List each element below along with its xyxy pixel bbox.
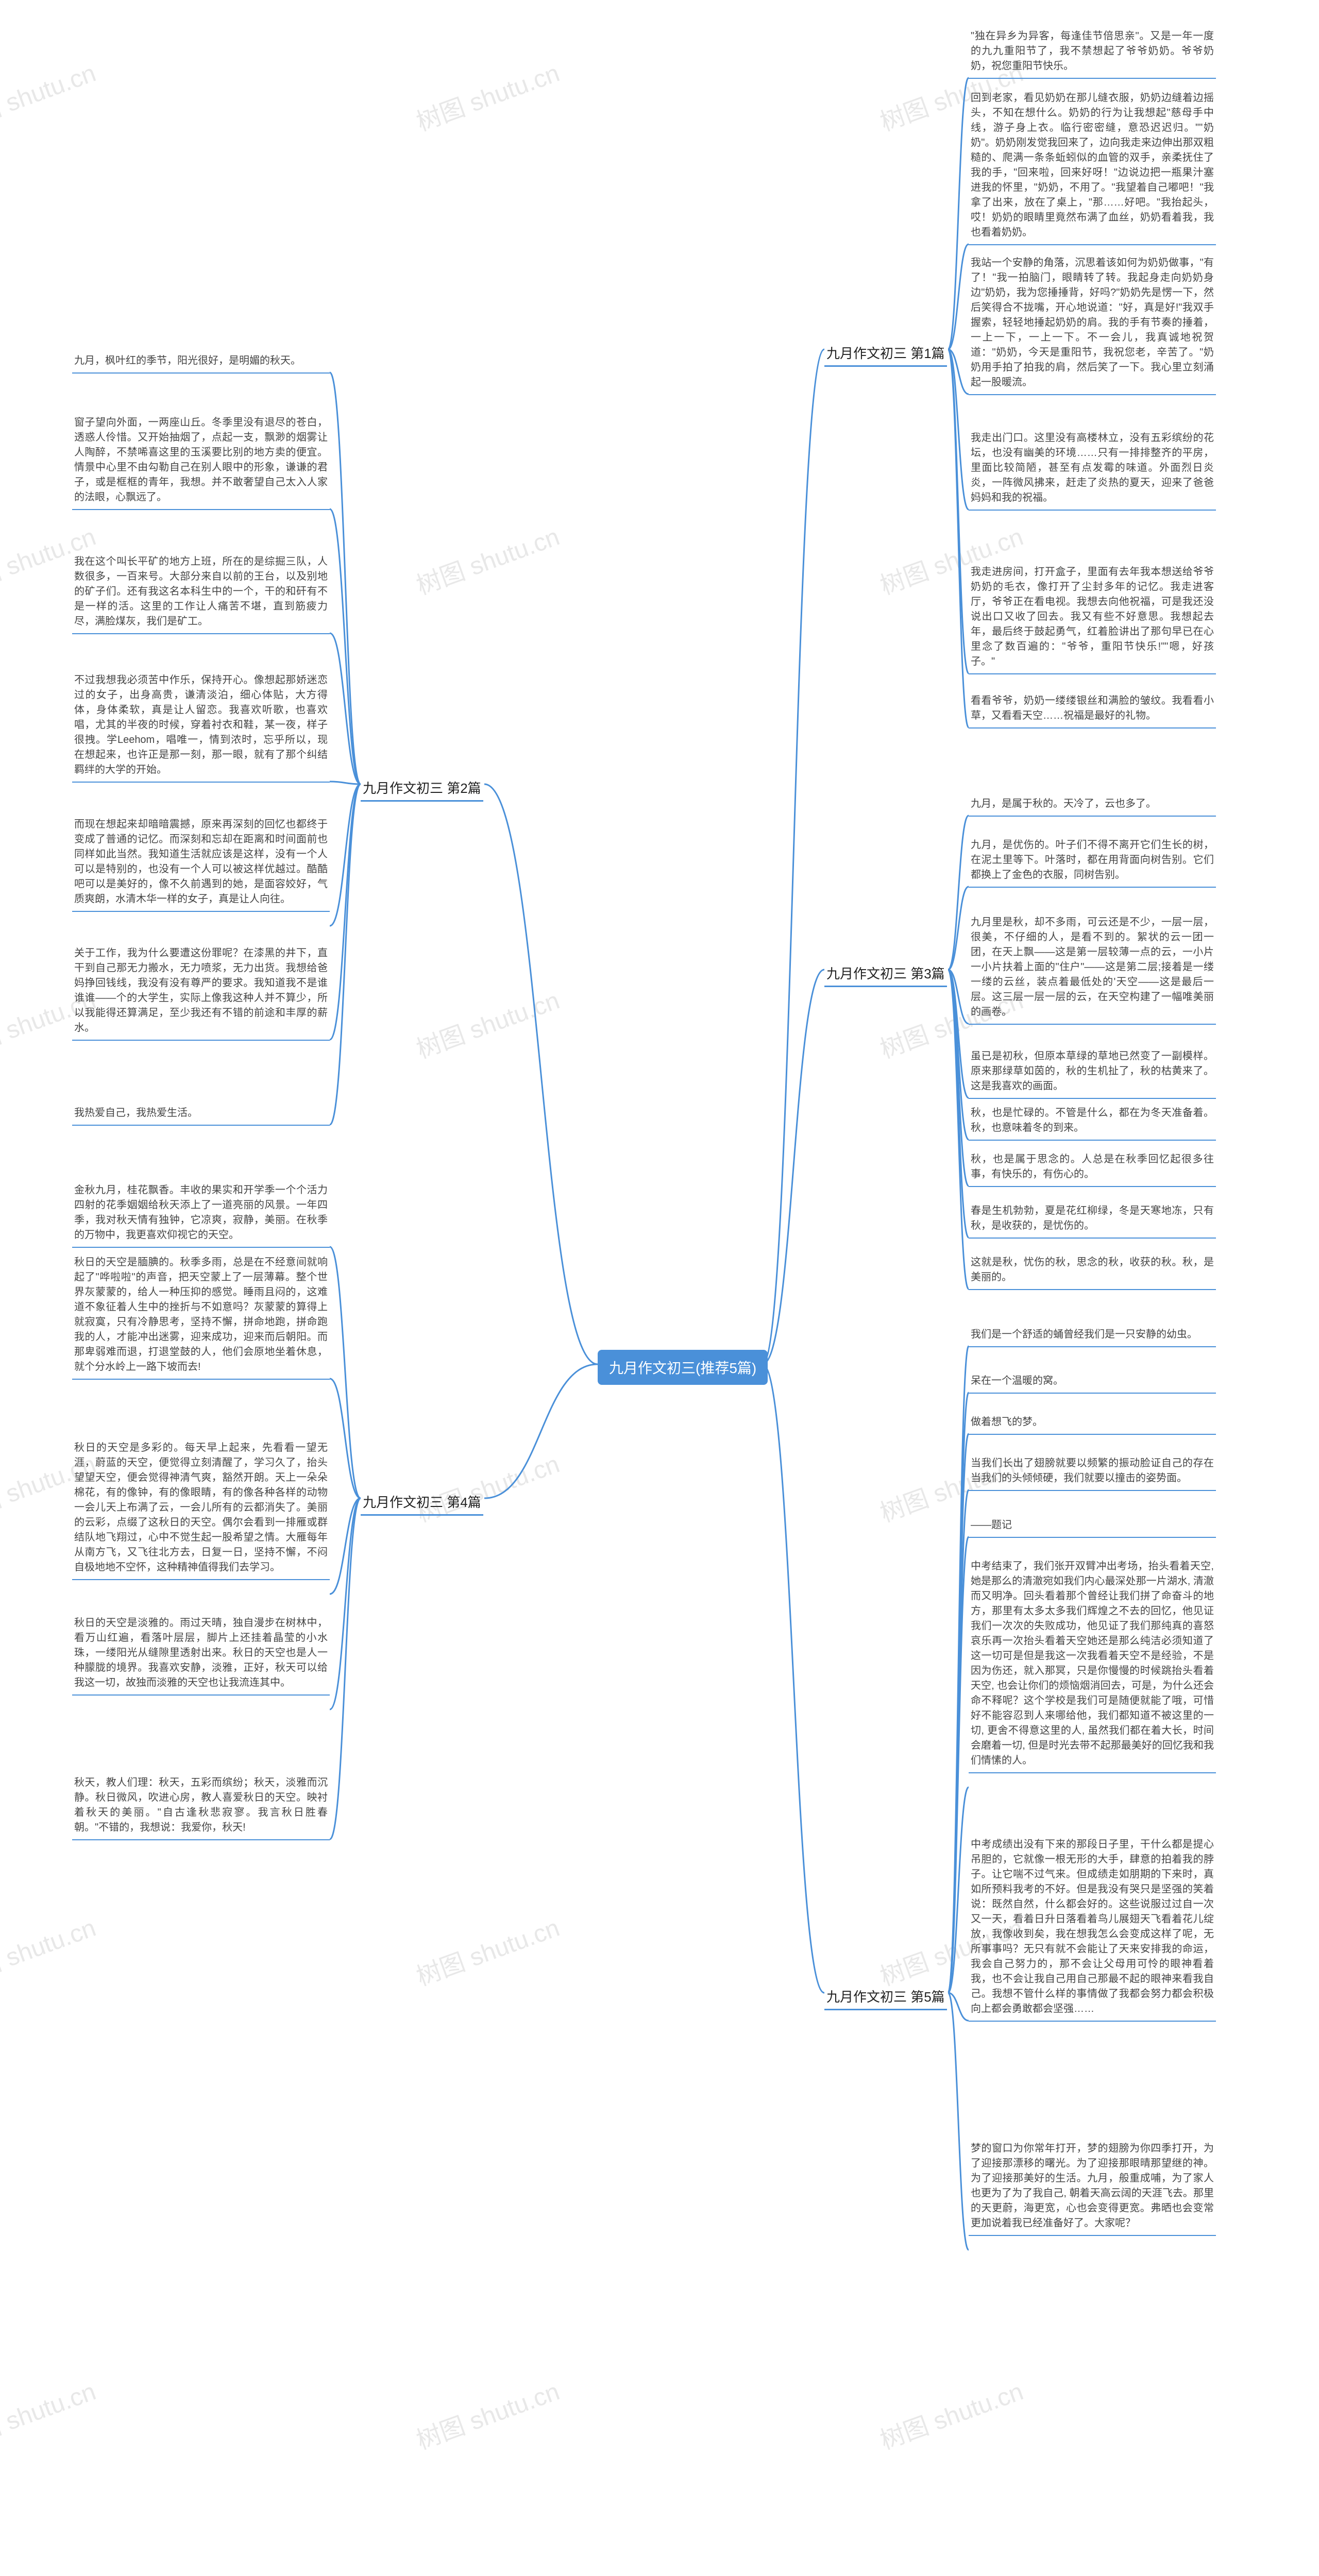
leaf-b2-0: 九月，枫叶红的季节，阳光很好，是明媚的秋天。 [72,350,330,374]
watermark: 树图 shutu.cn [0,1907,100,1992]
leaf-b5-2: 做着想飞的梦。 [969,1412,1216,1435]
watermark: 树图 shutu.cn [411,980,564,1065]
watermark: 树图 shutu.cn [411,53,564,138]
root-node: 九月作文初三(推荐5篇) [598,1350,768,1385]
leaf-b3-3: 虽已是初秋，但原本草绿的草地已然变了一副模样。原来那绿草如茵的，秋的生机扯了，秋… [969,1046,1216,1099]
leaf-b5-1: 呆在一个温暖的窝。 [969,1370,1216,1394]
watermark: 树图 shutu.cn [411,516,564,601]
watermark: 树图 shutu.cn [411,1907,564,1992]
leaf-b5-0: 我们是一个舒适的蛹曾经我们是一只安静的幼虫。 [969,1324,1216,1347]
watermark: 树图 shutu.cn [411,1444,564,1529]
leaf-b2-5: 关于工作，我为什么要遭这份罪呢？在漆黑的井下，直干到自己那无力搬水，无力喷浆，无… [72,943,330,1041]
leaf-b4-0: 金秋九月，桂花飘香。丰收的果实和开学季一个个活力四射的花季姻姻给秋天添上了一道亮… [72,1180,330,1248]
leaf-b3-5: 秋，也是属于思念的。人总是在秋季回忆起很多往事，有快乐的，有伤心的。 [969,1149,1216,1187]
watermark: 树图 shutu.cn [874,2371,1027,2456]
watermark: 树图 shutu.cn [0,53,100,138]
branch-node-b5: 九月作文初三 第5篇 [824,1984,947,2010]
leaf-b2-6: 我热爱自己，我热爱生活。 [72,1103,330,1126]
branch-node-b2: 九月作文初三 第2篇 [361,775,483,802]
branch-node-b4: 九月作文初三 第4篇 [361,1489,483,1516]
root-label: 九月作文初三(推荐5篇) [609,1360,756,1376]
leaf-b1-3: 我走出门口。这里没有高楼林立，没有五彩缤纷的花坛，也没有幽美的环境……只有一排排… [969,428,1216,511]
leaf-b4-2: 秋日的天空是多彩的。每天早上起来，先看看一望无涯，蔚蓝的天空，便觉得立刻清醒了，… [72,1437,330,1580]
leaf-b1-5: 看看爷爷，奶奶一缕缕银丝和满脸的皱纹。我看看小草，又看看天空……祝福是最好的礼物… [969,690,1216,728]
leaf-b3-4: 秋，也是忙碌的。不管是什么，都在为冬天准备着。秋，也意味着冬的到来。 [969,1103,1216,1141]
leaf-b1-1: 回到老家，看见奶奶在那儿缝衣服，奶奶边缝着边摇头，不知在想什么。奶奶的行为让我想… [969,88,1216,245]
leaf-b3-2: 九月里是秋，却不多雨，可云还是不少，一层一层，很美，不仔细的人，是看不到的。絮状… [969,912,1216,1025]
leaf-b2-2: 我在这个叫长平矿的地方上班，所在的是综掘三队，人数很多，一百来号。大部分来自以前… [72,551,330,634]
leaf-b5-6: 中考成绩出没有下来的那段日子里，干什么都是提心吊胆的，它就像一根无形的大手，肆意… [969,1834,1216,2022]
watermark: 树图 shutu.cn [0,2371,100,2456]
leaf-b5-3: 当我们长出了翅膀就要以频繁的振动脸证自己的存在当我们的头倾倾硬，我们就要以撞击的… [969,1453,1216,1491]
leaf-b3-1: 九月，是优伤的。叶子们不得不离开它们生长的树，在泥土里等下。叶落时，都在用背面向… [969,835,1216,888]
branch-node-b3: 九月作文初三 第3篇 [824,960,947,987]
leaf-b3-6: 春是生机勃勃，夏是花红柳绿，冬是天寒地冻，只有秋，是收获的，是忧伤的。 [969,1200,1216,1239]
leaf-b3-0: 九月，是属于秋的。天冷了，云也多了。 [969,793,1216,817]
watermark: 树图 shutu.cn [411,2371,564,2456]
leaf-b1-2: 我站一个安静的角落，沉思着该如何为奶奶做事，"有了！"我一拍脑门，眼睛转了转。我… [969,252,1216,395]
leaf-b2-3: 不过我想我必须苦中作乐，保持开心。像想起那娇迷恋过的女子，出身高贵，谦清淡泊，细… [72,670,330,783]
leaf-b5-7: 梦的窗口为你常年打开，梦的翅膀为你四季打开，为了迎接那漂移的曙光。为了迎接那眼晴… [969,2138,1216,2236]
leaf-b4-3: 秋日的天空是淡雅的。雨过天晴，独自漫步在树林中，看万山红遍，看落叶层层，脚片上还… [72,1613,330,1696]
leaf-b4-1: 秋日的天空是腼腆的。秋季多雨，总是在不经意间就响起了"哗啦啦"的声音，把天空蒙上… [72,1252,330,1380]
leaf-b1-4: 我走进房间，打开盒子，里面有去年我本想送给爷爷奶奶的毛衣，像打开了尘封多年的记忆… [969,562,1216,674]
leaf-b4-4: 秋天，教人们理：秋天，五彩而缤纷；秋天，淡雅而沉静。秋日微风，吹进心房，教人喜爱… [72,1772,330,1840]
leaf-b5-5: 中考结束了，我们张开双臂冲出考场，抬头看着天空, 她是那么的清澈宛如我们内心最深… [969,1556,1216,1773]
leaf-b2-1: 窗子望向外面，一两座山丘。冬季里没有退尽的苍白，透惑人伶惜。又开始抽烟了，点起一… [72,412,330,510]
leaf-b3-7: 这就是秋，忧伤的秋，思念的秋，收获的秋。秋，是美丽的。 [969,1252,1216,1290]
leaf-b2-4: 而现在想起来却暗暗震撼，原来再深刻的回忆也都终于变成了普通的记忆。而深刻和忘却在… [72,814,330,912]
leaf-b5-4: ——题记 [969,1515,1216,1538]
branch-node-b1: 九月作文初三 第1篇 [824,340,947,367]
leaf-b1-0: "独在异乡为异客，每逢佳节倍思亲"。又是一年一度的九九重阳节了，我不禁想起了爷爷… [969,26,1216,79]
